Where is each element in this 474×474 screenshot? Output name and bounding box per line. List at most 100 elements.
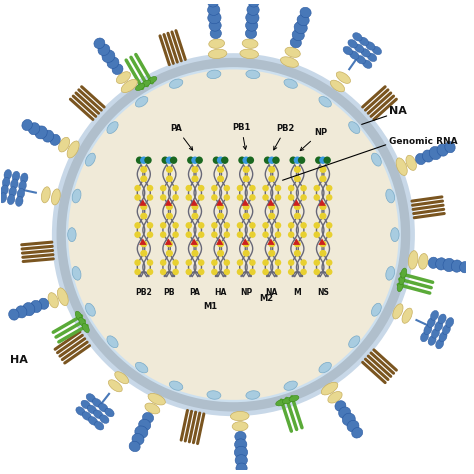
Ellipse shape: [107, 336, 118, 348]
Ellipse shape: [10, 179, 18, 189]
Circle shape: [294, 241, 301, 247]
Circle shape: [237, 194, 243, 201]
Circle shape: [269, 241, 275, 247]
Circle shape: [166, 241, 173, 247]
Ellipse shape: [28, 123, 40, 135]
Text: PB2: PB2: [136, 288, 152, 297]
Ellipse shape: [290, 37, 301, 48]
Circle shape: [268, 250, 275, 256]
Ellipse shape: [429, 146, 441, 160]
Ellipse shape: [431, 328, 439, 338]
Ellipse shape: [141, 80, 151, 87]
Text: PA: PA: [171, 124, 192, 150]
Circle shape: [166, 175, 173, 182]
Ellipse shape: [92, 399, 102, 407]
Ellipse shape: [356, 55, 365, 64]
Ellipse shape: [112, 64, 123, 74]
Circle shape: [173, 222, 179, 228]
Ellipse shape: [234, 447, 247, 458]
Circle shape: [185, 194, 192, 201]
Circle shape: [320, 213, 327, 219]
Ellipse shape: [438, 314, 446, 324]
Ellipse shape: [328, 392, 342, 403]
Circle shape: [275, 194, 281, 201]
Polygon shape: [242, 238, 249, 245]
Text: M2: M2: [259, 294, 273, 303]
Ellipse shape: [283, 398, 292, 404]
Ellipse shape: [363, 60, 372, 68]
Ellipse shape: [393, 304, 403, 319]
Polygon shape: [267, 238, 274, 245]
Ellipse shape: [232, 422, 248, 431]
Ellipse shape: [68, 228, 76, 242]
Ellipse shape: [135, 426, 148, 438]
Circle shape: [268, 166, 275, 173]
Ellipse shape: [230, 411, 249, 421]
Circle shape: [160, 231, 166, 238]
Ellipse shape: [436, 258, 447, 270]
Circle shape: [288, 185, 294, 191]
Circle shape: [319, 241, 326, 247]
Circle shape: [288, 231, 294, 238]
Ellipse shape: [386, 189, 394, 203]
Ellipse shape: [169, 381, 183, 390]
Ellipse shape: [235, 431, 246, 442]
Circle shape: [243, 203, 250, 210]
Circle shape: [218, 213, 224, 219]
Ellipse shape: [338, 407, 351, 419]
Ellipse shape: [147, 76, 157, 83]
Ellipse shape: [422, 150, 434, 162]
Ellipse shape: [35, 126, 47, 139]
Ellipse shape: [419, 254, 428, 269]
Ellipse shape: [235, 455, 247, 466]
Ellipse shape: [169, 79, 183, 88]
Ellipse shape: [129, 441, 140, 452]
Ellipse shape: [300, 7, 311, 18]
Text: HA: HA: [10, 355, 28, 365]
Ellipse shape: [51, 189, 60, 205]
Ellipse shape: [396, 158, 407, 175]
Ellipse shape: [427, 318, 435, 328]
Circle shape: [166, 213, 173, 219]
Ellipse shape: [20, 173, 28, 183]
Ellipse shape: [248, 0, 259, 7]
Circle shape: [191, 175, 198, 182]
Ellipse shape: [336, 72, 350, 83]
Circle shape: [211, 231, 218, 238]
Circle shape: [275, 269, 281, 275]
Ellipse shape: [82, 323, 89, 333]
Polygon shape: [165, 238, 172, 245]
Circle shape: [294, 213, 301, 219]
Circle shape: [269, 175, 275, 182]
Ellipse shape: [16, 196, 23, 206]
Ellipse shape: [236, 463, 247, 473]
Ellipse shape: [430, 310, 438, 320]
Circle shape: [268, 175, 275, 182]
Circle shape: [166, 250, 173, 256]
Circle shape: [262, 259, 269, 266]
Ellipse shape: [59, 137, 70, 152]
Circle shape: [320, 241, 327, 247]
Circle shape: [313, 269, 320, 275]
Circle shape: [294, 175, 301, 182]
Circle shape: [191, 241, 198, 247]
Circle shape: [147, 259, 153, 266]
Circle shape: [134, 231, 141, 238]
Ellipse shape: [416, 154, 426, 164]
Polygon shape: [319, 238, 326, 245]
Ellipse shape: [240, 49, 258, 59]
Ellipse shape: [397, 282, 403, 292]
Circle shape: [326, 259, 332, 266]
Circle shape: [198, 231, 204, 238]
Circle shape: [268, 203, 275, 210]
Ellipse shape: [348, 39, 357, 48]
Polygon shape: [139, 199, 146, 206]
Circle shape: [211, 194, 218, 201]
Text: NP: NP: [300, 128, 327, 151]
Circle shape: [237, 259, 243, 266]
Ellipse shape: [136, 97, 148, 107]
Circle shape: [313, 222, 320, 228]
Circle shape: [294, 203, 301, 210]
Circle shape: [134, 222, 141, 228]
Circle shape: [166, 166, 173, 173]
